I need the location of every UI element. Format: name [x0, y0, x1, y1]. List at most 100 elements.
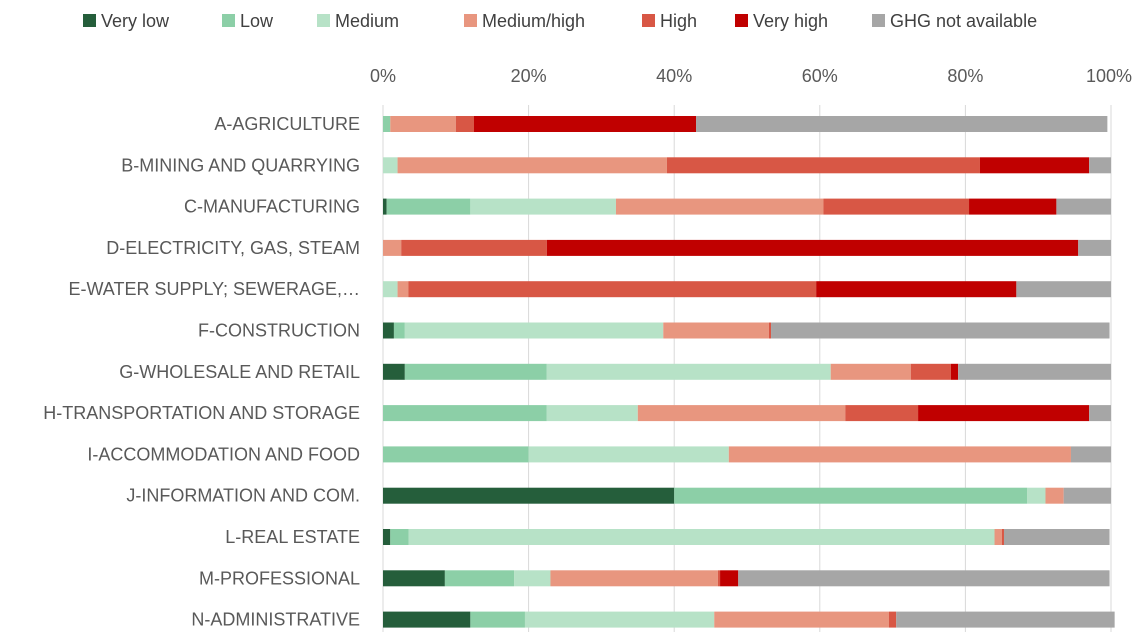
bar-d-electricity-gas-steam-ghg-not-available — [1078, 239, 1111, 256]
bar-l-real-estate-medium-high — [994, 529, 1002, 545]
x-tick-label-80: 80% — [947, 66, 983, 86]
bar-g-wholesale-and-retail-ghg-not-available — [958, 363, 1111, 380]
bar-g-wholesale-and-retail-very-high — [950, 363, 959, 380]
bar-f-construction-ghg-not-available — [771, 322, 1110, 339]
x-tick-label-0: 0% — [370, 66, 396, 86]
bar-m-professional-medium — [514, 570, 551, 587]
bar-a-agriculture-low — [383, 116, 391, 132]
bar-j-information-and-com-ghg-not-available — [1063, 487, 1111, 504]
x-tick-label-100: 100% — [1086, 66, 1132, 86]
x-axis-tick-labels: 0% 20% 40% 60% 80% 100% — [370, 66, 1132, 86]
bar-f-construction-very-low — [383, 322, 394, 339]
bar-g-wholesale-and-retail-high — [910, 363, 951, 380]
y-category-label-n-administrative: N-ADMINISTRATIVE — [191, 610, 360, 630]
bar-j-information-and-com-medium — [1027, 487, 1046, 504]
legend-label-ghg-not-available: GHG not available — [890, 11, 1037, 31]
legend-label-very-low: Very low — [101, 11, 170, 31]
bar-g-wholesale-and-retail-medium-high — [830, 363, 911, 380]
y-category-label-e-water-supply-sewerage: E-WATER SUPPLY; SEWERAGE,… — [68, 279, 360, 299]
bar-h-transportation-and-storage-very-high — [918, 405, 1090, 422]
bar-l-real-estate-ghg-not-available — [1003, 529, 1110, 545]
bar-l-real-estate-high — [1001, 529, 1004, 545]
legend-swatch-medium — [317, 14, 330, 27]
bar-c-manufacturing-low — [386, 198, 471, 215]
y-category-label-m-professional: M-PROFESSIONAL — [199, 568, 360, 588]
bar-l-real-estate-medium — [408, 529, 995, 545]
bar-b-mining-and-quarrying-medium — [383, 157, 398, 174]
bar-c-manufacturing-very-high — [969, 198, 1057, 215]
bar-e-water-supply-sewerage-high — [408, 281, 817, 298]
bar-g-wholesale-and-retail-very-low — [383, 363, 405, 380]
bar-n-administrative-low — [470, 611, 525, 628]
legend-label-medium: Medium — [335, 11, 399, 31]
bar-b-mining-and-quarrying-medium-high — [397, 157, 667, 174]
bar-a-agriculture-medium-high — [390, 116, 456, 132]
bar-c-manufacturing-medium-high — [615, 198, 824, 215]
bar-i-accommodation-and-food-medium-high — [728, 446, 1071, 463]
legend-swatch-ghg-not-available — [872, 14, 885, 27]
bar-e-water-supply-sewerage-medium — [383, 281, 398, 298]
bar-n-administrative-high — [888, 611, 897, 628]
bar-g-wholesale-and-retail-medium — [546, 363, 831, 380]
bar-b-mining-and-quarrying-ghg-not-available — [1089, 157, 1111, 174]
y-category-label-a-agriculture: A-AGRICULTURE — [214, 114, 360, 134]
bar-b-mining-and-quarrying-high — [666, 157, 980, 174]
bar-h-transportation-and-storage-ghg-not-available — [1089, 405, 1111, 422]
bar-m-professional-very-high — [720, 570, 739, 587]
bar-l-real-estate-very-low — [383, 529, 391, 545]
bar-m-professional-ghg-not-available — [738, 570, 1110, 587]
bar-e-water-supply-sewerage-ghg-not-available — [1016, 281, 1111, 298]
bar-n-administrative-very-low — [383, 611, 471, 628]
bar-d-electricity-gas-steam-medium-high — [383, 239, 402, 256]
bar-f-construction-high — [768, 322, 772, 339]
legend-swatch-high — [642, 14, 655, 27]
y-category-label-f-construction: F-CONSTRUCTION — [198, 321, 360, 341]
bar-f-construction-low — [393, 322, 405, 339]
y-category-label-d-electricity-gas-steam: D-ELECTRICITY, GAS, STEAM — [106, 238, 360, 258]
bar-m-professional-high — [717, 570, 721, 587]
legend-swatch-low — [222, 14, 235, 27]
x-tick-label-40: 40% — [656, 66, 692, 86]
y-category-label-l-real-estate: L-REAL ESTATE — [225, 527, 360, 547]
bar-j-information-and-com-low — [674, 487, 1028, 504]
x-tick-label-20: 20% — [511, 66, 547, 86]
bar-i-accommodation-and-food-low — [383, 446, 529, 463]
bar-n-administrative-ghg-not-available — [896, 611, 1115, 628]
y-category-label-c-manufacturing: C-MANUFACTURING — [184, 197, 360, 217]
y-category-label-g-wholesale-and-retail: G-WHOLESALE AND RETAIL — [119, 362, 360, 382]
bar-j-information-and-com-medium-high — [1045, 487, 1064, 504]
legend-label-low: Low — [240, 11, 274, 31]
bar-e-water-supply-sewerage-very-high — [816, 281, 1017, 298]
legend-swatch-medium-high — [464, 14, 477, 27]
y-category-label-b-mining-and-quarrying: B-MINING AND QUARRYING — [121, 155, 360, 175]
legend-label-medium-high: Medium/high — [482, 11, 585, 31]
bar-m-professional-very-low — [383, 570, 445, 587]
bar-f-construction-medium — [404, 322, 664, 339]
y-axis-category-labels: A-AGRICULTURE B-MINING AND QUARRYING C-MAN… — [43, 114, 360, 630]
x-tick-label-60: 60% — [802, 66, 838, 86]
bar-series-group — [383, 116, 1115, 628]
legend-swatch-very-low — [83, 14, 96, 27]
bar-c-manufacturing-high — [823, 198, 970, 215]
y-category-label-h-transportation-and-storage: H-TRANSPORTATION AND STORAGE — [43, 403, 360, 423]
bar-j-information-and-com-very-low — [383, 487, 675, 504]
bar-d-electricity-gas-steam-high — [401, 239, 547, 256]
legend-swatch-very-high — [735, 14, 748, 27]
bar-n-administrative-medium-high — [714, 611, 889, 628]
bar-c-manufacturing-medium — [470, 198, 616, 215]
y-category-label-i-accommodation-and-food: I-ACCOMMODATION AND FOOD — [87, 444, 360, 464]
bar-g-wholesale-and-retail-low — [404, 363, 547, 380]
bar-h-transportation-and-storage-medium — [546, 405, 638, 422]
bar-a-agriculture-very-high — [474, 116, 697, 132]
bar-d-electricity-gas-steam-very-high — [546, 239, 1079, 256]
bar-c-manufacturing-ghg-not-available — [1056, 198, 1111, 215]
chart-legend: Very low Low Medium Medium/high High Very hig… — [83, 11, 1037, 31]
bar-n-administrative-medium — [524, 611, 715, 628]
bar-e-water-supply-sewerage-medium-high — [397, 281, 409, 298]
bar-i-accommodation-and-food-medium — [528, 446, 729, 463]
bar-m-professional-medium-high — [550, 570, 718, 587]
bar-b-mining-and-quarrying-very-high — [979, 157, 1090, 174]
y-category-label-j-information-and-com: J-INFORMATION AND COM. — [126, 486, 360, 506]
bar-h-transportation-and-storage-medium-high — [637, 405, 846, 422]
